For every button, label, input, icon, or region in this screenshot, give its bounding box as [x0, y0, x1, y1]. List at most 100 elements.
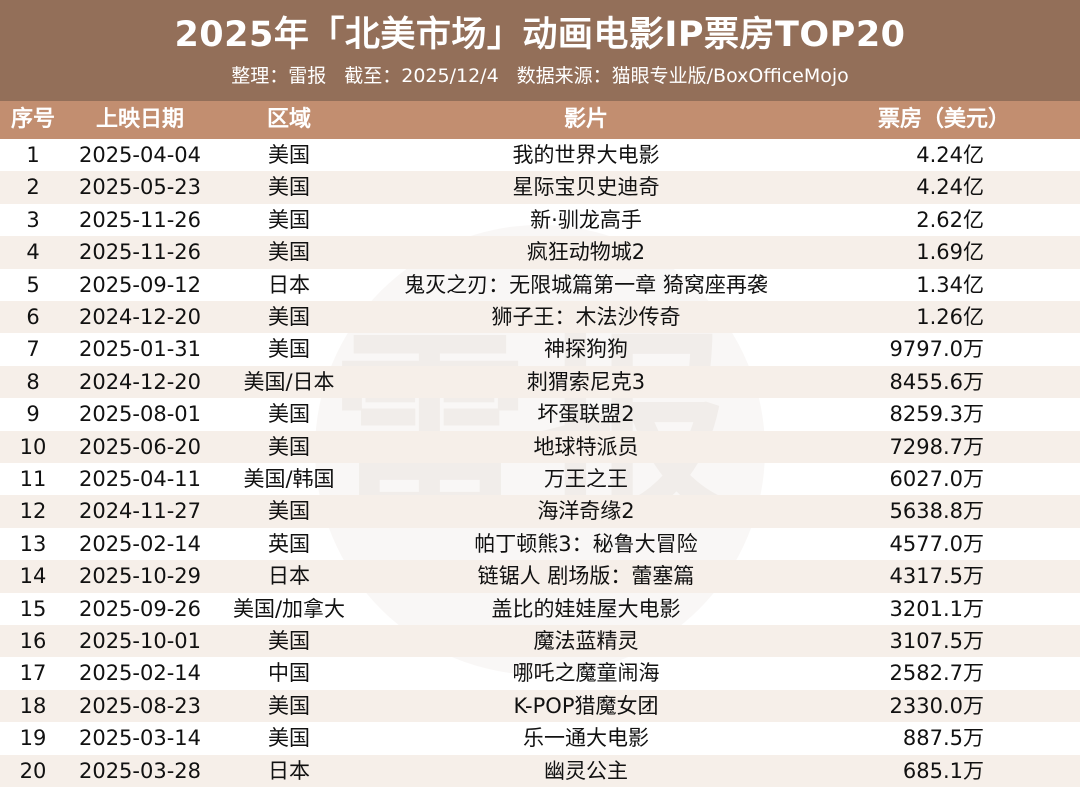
- cell-film: 盖比的娃娃屋大电影: [491, 596, 681, 621]
- table-row: 4 2025-11-26 美国 疯狂动物城2 1.69亿: [0, 236, 1080, 269]
- cell-rank: 7: [26, 337, 40, 362]
- header-release-date: 上映日期: [95, 107, 184, 132]
- cell-release-date: 2025-05-23: [78, 175, 202, 200]
- table-row: 8 2024-12-20 美国/日本 刺猬索尼克3 8455.6万: [0, 365, 1080, 399]
- cell-release-date: 2025-04-04: [78, 143, 202, 167]
- cell-rank: 10: [19, 434, 47, 459]
- table-row: 17 2025-02-14 中国 哪吒之魔童闹海 2582.7万: [0, 657, 1080, 689]
- table-row: 3 2025-11-26 美国 新·驯龙高手 2.62亿: [0, 204, 1080, 236]
- cell-rank: 8: [26, 369, 40, 394]
- cell-region: 美国: [268, 240, 310, 265]
- cell-rank: 12: [19, 499, 47, 524]
- cell-region: 美国: [268, 143, 310, 167]
- cell-box-office: 4.24亿: [916, 175, 984, 200]
- cell-rank: 9: [26, 402, 40, 427]
- cell-rank: 5: [26, 272, 40, 297]
- cell-box-office: 887.5万: [902, 726, 984, 751]
- cell-film: 幽灵公主: [544, 758, 628, 783]
- cell-region: 英国: [268, 531, 310, 556]
- header-banner: 2025年「北美市场」动画电影IP票房TOP20 整理：雷报 截至：2025/12…: [0, 0, 1080, 101]
- cell-release-date: 2024-11-27: [78, 499, 202, 524]
- cell-film: 狮子王：木法沙传奇: [491, 305, 681, 329]
- table-row: 7 2025-01-31 美国 神探狗狗 9797.0万: [0, 333, 1080, 365]
- cell-region: 美国/韩国: [243, 467, 335, 491]
- cell-rank: 2: [26, 175, 40, 200]
- cell-release-date: 2024-12-20: [78, 305, 202, 329]
- cell-box-office: 2582.7万: [889, 661, 984, 686]
- cell-film: 新·驯龙高手: [530, 207, 642, 232]
- cell-region: 中国: [268, 661, 310, 686]
- cell-rank: 20: [19, 758, 47, 783]
- cell-rank: 6: [26, 305, 40, 329]
- cell-rank: 14: [19, 564, 47, 589]
- cell-film: 鬼灭之刃：无限城篇第一章 猗窝座再袭: [404, 272, 768, 297]
- cell-box-office: 1.69亿: [916, 240, 984, 265]
- table-row: 5 2025-09-12 日本 鬼灭之刃：无限城篇第一章 猗窝座再袭 1.34亿: [0, 269, 1080, 301]
- table-row: 16 2025-10-01 美国 魔法蓝精灵 3107.5万: [0, 625, 1080, 658]
- cell-film: 坏蛋联盟2: [537, 402, 635, 427]
- cell-release-date: 2025-06-20: [78, 434, 202, 459]
- cell-box-office: 3201.1万: [889, 596, 984, 621]
- cell-release-date: 2025-03-14: [78, 726, 202, 751]
- cell-box-office: 3107.5万: [889, 629, 984, 653]
- cell-release-date: 2025-09-12: [78, 272, 202, 297]
- cell-rank: 18: [19, 693, 47, 718]
- table-row: 13 2025-02-14 英国 帕丁顿熊3：秘鲁大冒险 4577.0万: [0, 528, 1080, 560]
- cell-release-date: 2025-03-28: [78, 758, 202, 783]
- table-row: 1 2025-04-04 美国 我的世界大电影 4.24亿: [0, 139, 1080, 171]
- cell-release-date: 2025-04-11: [78, 467, 202, 491]
- cell-release-date: 2025-02-14: [78, 531, 202, 556]
- cell-film: 魔法蓝精灵: [533, 629, 639, 653]
- cell-region: 美国: [268, 434, 310, 459]
- cell-film: 哪吒之魔童闹海: [512, 661, 660, 686]
- cell-release-date: 2025-09-26: [78, 596, 202, 621]
- header-region: 区域: [266, 107, 311, 132]
- cell-release-date: 2025-02-14: [78, 661, 202, 686]
- cell-region: 美国: [268, 499, 310, 524]
- cell-rank: 4: [26, 240, 40, 265]
- table-row: 10 2025-06-20 美国 地球特派员 7298.7万: [0, 430, 1080, 463]
- cell-box-office: 9797.0万: [889, 337, 984, 362]
- cell-release-date: 2025-11-26: [78, 240, 202, 265]
- cell-region: 美国: [268, 207, 310, 232]
- subtitle-date: 截至：2025/12/4: [344, 65, 499, 87]
- cell-box-office: 8259.3万: [889, 402, 984, 427]
- cell-film: 帕丁顿熊3：秘鲁大冒险: [474, 531, 698, 556]
- cell-region: 日本: [268, 272, 310, 297]
- cell-release-date: 2025-10-29: [78, 564, 202, 589]
- cell-box-office: 7298.7万: [889, 434, 984, 459]
- cell-box-office: 2330.0万: [889, 693, 984, 718]
- cell-release-date: 2025-10-01: [78, 629, 202, 653]
- cell-release-date: 2025-01-31: [78, 337, 202, 362]
- cell-region: 美国: [268, 175, 310, 200]
- cell-film: 刺猬索尼克3: [526, 369, 646, 394]
- cell-box-office: 6027.0万: [889, 467, 984, 491]
- cell-film: 星际宝贝史迪奇: [512, 175, 660, 200]
- table-row: 18 2025-08-23 美国 K-POP猎魔女团 2330.0万: [0, 689, 1080, 723]
- table-row: 6 2024-12-20 美国 狮子王：木法沙传奇 1.26亿: [0, 301, 1080, 334]
- cell-region: 美国/加拿大: [232, 596, 346, 621]
- cell-rank: 17: [19, 661, 47, 686]
- header-rank: 序号: [10, 107, 55, 132]
- cell-film: 乐一通大电影: [523, 726, 649, 751]
- cell-release-date: 2025-08-23: [78, 693, 202, 718]
- cell-film: 我的世界大电影: [512, 143, 660, 167]
- table-row: 2 2025-05-23 美国 星际宝贝史迪奇 4.24亿: [0, 171, 1080, 204]
- cell-film: 链锯人 剧场版：蕾塞篇: [477, 564, 695, 589]
- cell-rank: 1: [26, 143, 40, 167]
- cell-region: 美国: [268, 305, 310, 329]
- cell-region: 美国: [268, 629, 310, 653]
- cell-release-date: 2024-12-20: [78, 369, 202, 394]
- cell-release-date: 2025-11-26: [78, 207, 202, 232]
- cell-film: 疯狂动物城2: [526, 240, 646, 265]
- chart-title: 2025年「北美市场」动画电影IP票房TOP20: [174, 15, 906, 55]
- cell-region: 美国: [268, 693, 310, 718]
- cell-film: 海洋奇缘2: [537, 499, 635, 524]
- header-film: 影片: [563, 107, 608, 132]
- subtitle-editor: 整理：雷报: [231, 65, 327, 87]
- table-row: 19 2025-03-14 美国 乐一通大电影 887.5万: [0, 722, 1080, 754]
- table-row: 20 2025-03-28 日本 幽灵公主 685.1万: [0, 754, 1080, 787]
- cell-box-office: 5638.8万: [889, 499, 984, 524]
- table-row: 12 2024-11-27 美国 海洋奇缘2 5638.8万: [0, 495, 1080, 528]
- header-box-office: 票房（美元）: [877, 107, 1010, 132]
